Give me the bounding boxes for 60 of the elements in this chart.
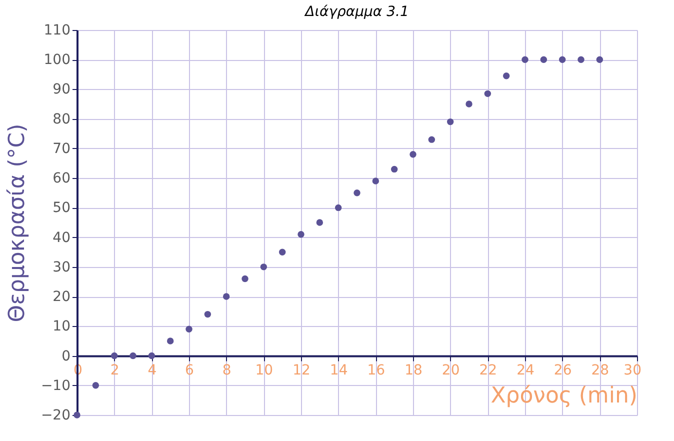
x-axis-title: Χρόνος (min) (490, 383, 638, 408)
point (148, 352, 156, 360)
point (166, 338, 174, 344)
point (558, 56, 566, 63)
point (186, 326, 192, 332)
x-tick-label: 4 (148, 362, 157, 378)
y-tick-label: 110 (44, 22, 70, 38)
point (484, 90, 492, 98)
point (354, 190, 360, 196)
point (502, 72, 510, 80)
y-tick-label: 40 (52, 230, 70, 246)
x-tick-label: 24 (516, 362, 534, 378)
point (298, 231, 304, 238)
point (578, 56, 584, 63)
point (390, 166, 398, 173)
point (522, 56, 528, 63)
y-tick-label: 20 (52, 289, 70, 306)
point (110, 352, 118, 360)
point (92, 382, 100, 389)
point (410, 151, 416, 158)
point (596, 56, 604, 63)
point (316, 219, 324, 226)
point (334, 204, 342, 212)
y-tick-label: 60 (52, 170, 70, 187)
y-tick-label: 80 (52, 111, 70, 128)
chart-title: Διάγραμμα 3.1 (304, 4, 409, 20)
point (278, 248, 286, 256)
y-axis-title: Θερμοκρασία (°C) (4, 124, 30, 322)
x-tick-label: 12 (292, 362, 310, 378)
y-tick-label: 70 (52, 140, 70, 157)
point (540, 56, 548, 63)
x-tick-label: 10 (255, 362, 274, 378)
point (222, 293, 230, 300)
point (204, 310, 212, 318)
x-tick-label: 28 (591, 362, 610, 378)
x-tick-label: 30 (624, 362, 642, 378)
y-tick-label: 90 (52, 82, 70, 98)
point (242, 275, 248, 282)
x-tick-label: 20 (442, 362, 460, 378)
y-tick-label: 10 (52, 318, 70, 335)
point (428, 136, 436, 143)
point (372, 178, 380, 184)
y-tick-label: 50 (52, 200, 70, 216)
y-tick-label: 0 (62, 348, 70, 364)
y-tick-label: 30 (52, 259, 70, 276)
x-tick-label: 16 (367, 362, 386, 378)
x-tick-label: 14 (330, 362, 348, 378)
x-tick-label: 8 (222, 362, 232, 378)
y-tick-label: −10 (40, 378, 70, 394)
x-tick-label: 18 (404, 362, 422, 378)
point (260, 264, 268, 270)
x-tick-label: 2 (110, 362, 120, 378)
y-tick-label: 100 (44, 52, 70, 68)
point (446, 118, 454, 126)
point (130, 352, 136, 360)
x-tick-label: 22 (479, 362, 498, 378)
x-tick-label: 26 (554, 362, 572, 378)
x-tick-label: 6 (185, 362, 194, 378)
point (466, 100, 472, 108)
y-tick-label: −20 (40, 408, 70, 424)
